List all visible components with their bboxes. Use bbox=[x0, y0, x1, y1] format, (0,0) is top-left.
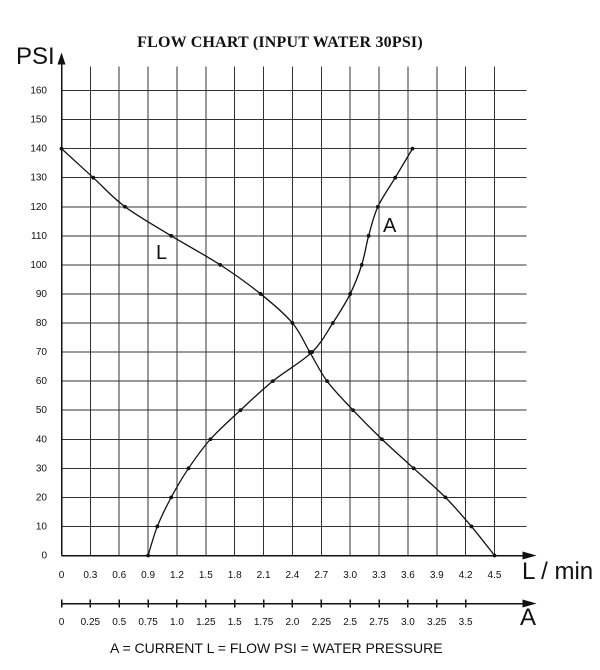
x-current-tick-label-1.25: 1.25 bbox=[196, 617, 216, 628]
point-a-7 bbox=[310, 350, 314, 354]
point-a-0 bbox=[146, 553, 151, 558]
x-flow-tick-label-1.8: 1.8 bbox=[228, 570, 242, 581]
x-axis-title-flow: L / min bbox=[522, 558, 593, 585]
x-current-tick-label-2.5: 2.5 bbox=[343, 617, 357, 628]
legend-footnote: A = CURRENT L = FLOW PSI = WATER PRESSUR… bbox=[110, 640, 443, 656]
x-flow-tick-label-0: 0 bbox=[59, 570, 65, 581]
x-flow-tick-label-0.3: 0.3 bbox=[83, 570, 97, 581]
point-l-13 bbox=[469, 524, 474, 529]
x-current-tick-label-1.75: 1.75 bbox=[254, 617, 274, 628]
point-l-12 bbox=[443, 495, 448, 500]
x-flow-tick-label-2.4: 2.4 bbox=[285, 570, 299, 581]
x-current-tick-label-0.25: 0.25 bbox=[81, 617, 101, 628]
x-flow-tick-label-3.3: 3.3 bbox=[372, 570, 386, 581]
point-a-13 bbox=[393, 175, 398, 180]
x-flow-tick-label-3.0: 3.0 bbox=[343, 570, 357, 581]
point-l-10 bbox=[380, 437, 384, 442]
point-a-1 bbox=[155, 524, 160, 529]
point-l-0 bbox=[59, 146, 64, 151]
x-current-tick-label-2.25: 2.25 bbox=[312, 617, 332, 628]
y-axis-tick-labels: 0 10 20 30 40 50 60 70 80 90 100 110 120 130 140 150 160 bbox=[30, 86, 47, 562]
point-l-11 bbox=[411, 466, 416, 471]
y-tick-label-60: 60 bbox=[36, 376, 48, 387]
chart-title: FLOW CHART (INPUT WATER 30PSI) bbox=[137, 34, 423, 51]
point-l-8 bbox=[325, 379, 329, 384]
x-current-tick-label-1.0: 1.0 bbox=[170, 617, 184, 628]
y-tick-label-80: 80 bbox=[36, 318, 48, 329]
x-axis-current-tick-labels: 0 0.25 0.5 0.75 1.0 1.25 1.5 1.75 2.0 2.25 2.5 2.75… bbox=[59, 617, 473, 628]
x-flow-tick-label-3.9: 3.9 bbox=[430, 570, 444, 581]
x-axis-title-current: A bbox=[520, 604, 536, 631]
point-l-3 bbox=[169, 233, 174, 238]
x-current-tick-label-0.75: 0.75 bbox=[138, 617, 158, 628]
grid bbox=[61, 66, 527, 556]
x-current-tick-label-0: 0 bbox=[59, 617, 65, 628]
series-label-a: A bbox=[383, 215, 397, 237]
x-flow-tick-label-2.1: 2.1 bbox=[257, 570, 271, 581]
point-l-1 bbox=[91, 175, 96, 180]
y-axis-title: PSI bbox=[16, 43, 55, 70]
x-current-tick-label-0.5: 0.5 bbox=[112, 617, 126, 628]
x-current-tick-label-2.0: 2.0 bbox=[285, 617, 299, 628]
x-flow-tick-label-4.5: 4.5 bbox=[488, 570, 502, 581]
x-flow-tick-label-0.9: 0.9 bbox=[141, 570, 155, 581]
y-tick-label-50: 50 bbox=[36, 405, 48, 416]
axes bbox=[57, 52, 537, 608]
x-current-tick-label-3.5: 3.5 bbox=[459, 617, 473, 628]
point-a-10 bbox=[359, 262, 364, 267]
point-l-5 bbox=[258, 292, 263, 296]
series-label-l: L bbox=[156, 242, 167, 264]
x-flow-tick-label-0.6: 0.6 bbox=[112, 570, 126, 581]
x-flow-tick-label-1.5: 1.5 bbox=[199, 570, 213, 581]
x-flow-tick-label-3.6: 3.6 bbox=[401, 570, 415, 581]
y-tick-label-40: 40 bbox=[36, 434, 48, 445]
x-flow-tick-label-1.2: 1.2 bbox=[170, 570, 184, 581]
y-tick-label-110: 110 bbox=[31, 231, 47, 242]
y-tick-label-130: 130 bbox=[30, 173, 47, 184]
x-current-tick-label-1.5: 1.5 bbox=[228, 617, 242, 628]
series-layer: LA bbox=[59, 146, 497, 558]
x-axis-flow-tick-labels: 0 0.3 0.6 0.9 1.2 1.5 1.8 2.1 2.4 2.7 3.0 3.3 3.6 3.9… bbox=[59, 570, 502, 581]
x-current-tick-label-3.25: 3.25 bbox=[427, 617, 447, 628]
y-tick-label-10: 10 bbox=[36, 521, 48, 532]
y-tick-label-0: 0 bbox=[41, 551, 47, 562]
y-tick-label-120: 120 bbox=[30, 202, 47, 213]
y-axis-arrow bbox=[57, 52, 66, 65]
point-l-6 bbox=[290, 321, 295, 325]
y-tick-label-150: 150 bbox=[30, 115, 47, 126]
point-a-14 bbox=[410, 146, 415, 151]
x-current-axis-arrow bbox=[522, 599, 537, 608]
point-a-6 bbox=[270, 379, 275, 384]
point-a-9 bbox=[348, 292, 353, 296]
series-l bbox=[59, 146, 497, 558]
point-a-11 bbox=[366, 233, 371, 238]
point-l-14 bbox=[492, 553, 497, 558]
y-tick-label-20: 20 bbox=[36, 492, 48, 503]
x-current-tick-label-2.75: 2.75 bbox=[369, 617, 389, 628]
point-a-3 bbox=[186, 466, 191, 471]
y-tick-label-70: 70 bbox=[36, 347, 48, 358]
point-l-9 bbox=[351, 408, 355, 413]
point-a-2 bbox=[169, 495, 174, 500]
point-l-4 bbox=[218, 262, 223, 267]
point-a-5 bbox=[238, 408, 243, 413]
x-current-tick-label-3.0: 3.0 bbox=[401, 617, 415, 628]
x-flow-tick-label-4.2: 4.2 bbox=[459, 570, 473, 581]
point-a-8 bbox=[330, 321, 335, 325]
series-a bbox=[146, 146, 415, 558]
y-tick-label-30: 30 bbox=[36, 463, 48, 474]
y-tick-label-100: 100 bbox=[30, 260, 47, 271]
point-a-12 bbox=[375, 204, 380, 209]
x-flow-tick-label-2.7: 2.7 bbox=[314, 570, 328, 581]
point-a-4 bbox=[208, 437, 213, 442]
y-tick-label-90: 90 bbox=[36, 289, 48, 300]
y-tick-label-160: 160 bbox=[30, 86, 47, 97]
x-flow-axis-arrow bbox=[522, 551, 537, 560]
point-l-2 bbox=[123, 204, 127, 209]
y-tick-label-140: 140 bbox=[30, 144, 47, 155]
